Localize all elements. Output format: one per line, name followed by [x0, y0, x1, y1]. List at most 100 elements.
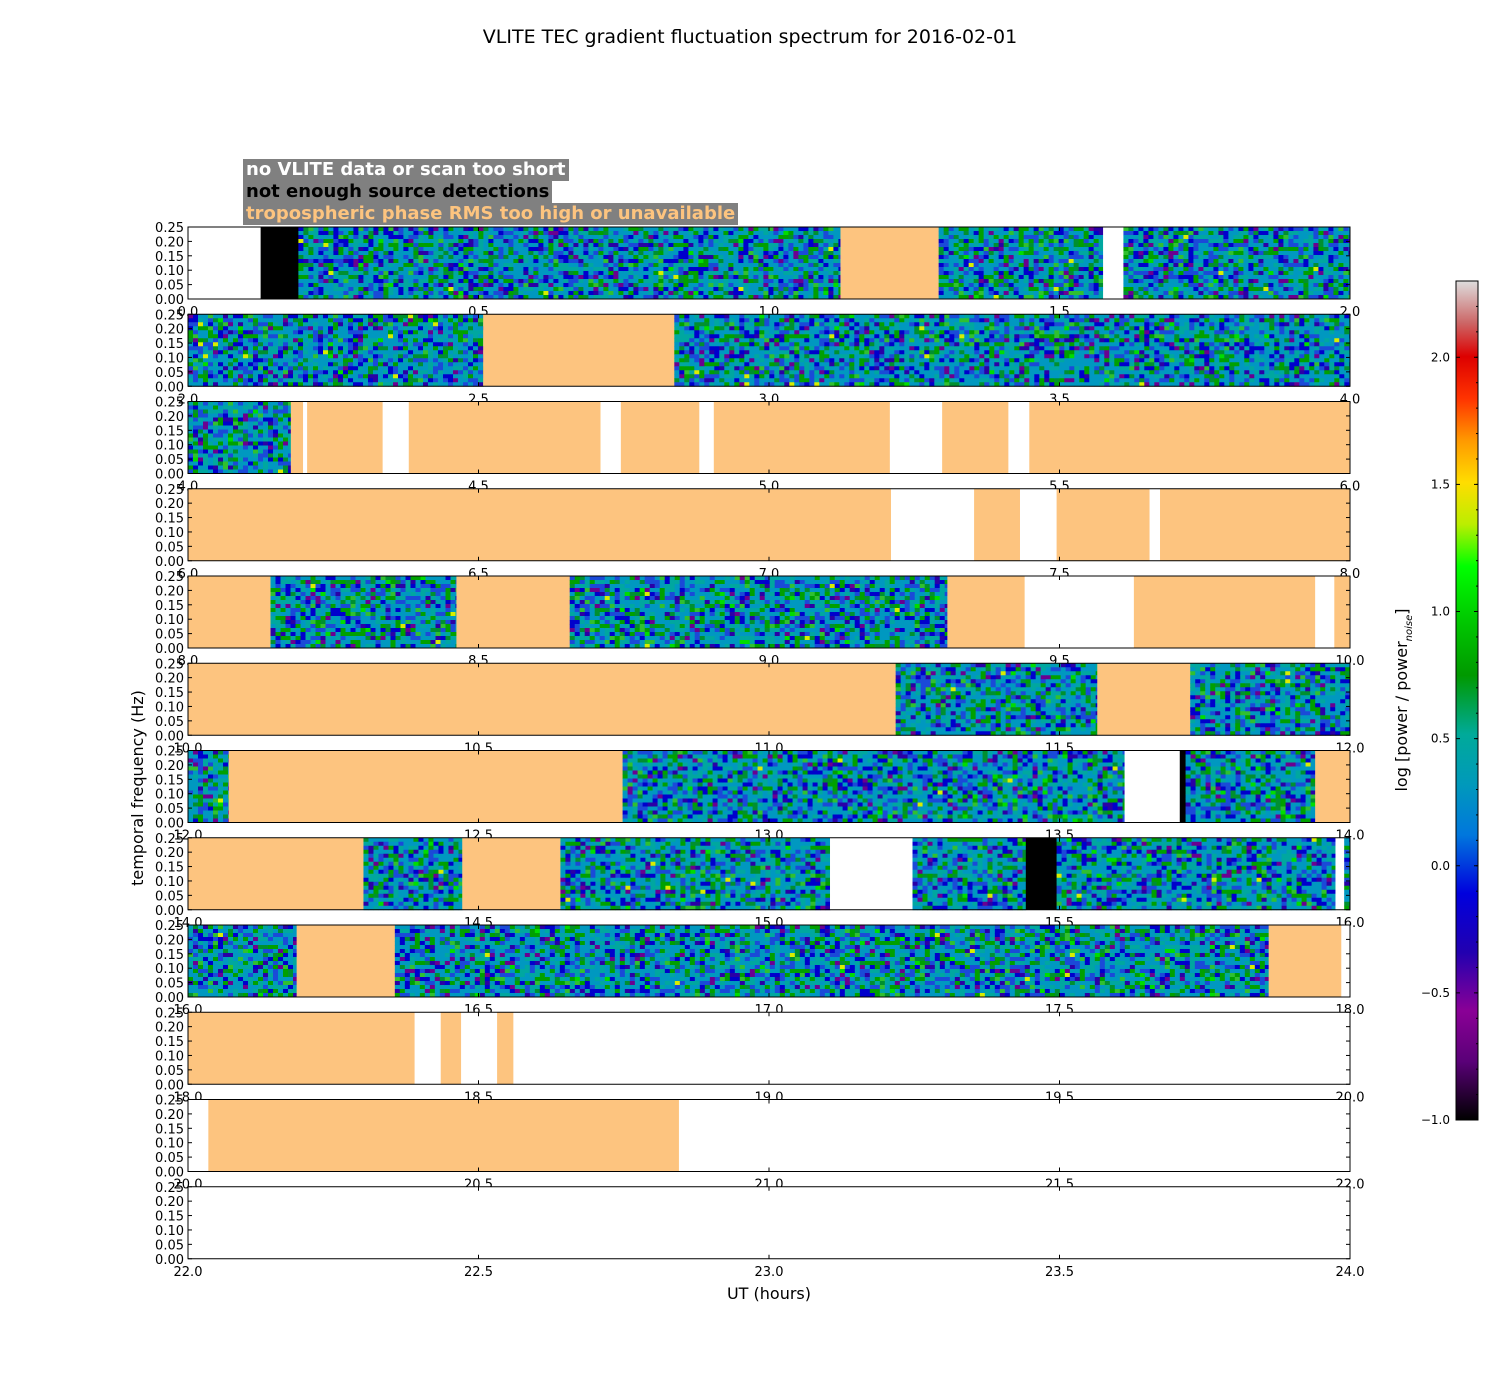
spectrum-cell [463, 291, 469, 296]
spectrum-cell [643, 239, 649, 244]
spectrum-cell [328, 263, 334, 268]
spectrum-cell [938, 235, 945, 240]
spectrum-cell [348, 243, 354, 248]
spectrum-cell [1258, 239, 1264, 244]
spectrum-cell [1223, 283, 1229, 288]
spectrum-cell [998, 251, 1005, 256]
spectrum-cell [398, 330, 404, 335]
spectrum-cell [373, 334, 379, 339]
spectrum-cell [298, 279, 304, 284]
spectrum-cell [1098, 247, 1104, 252]
spectrum-cell [1173, 227, 1179, 232]
spectrum-cell [393, 334, 399, 339]
spectrum-cell [683, 251, 689, 256]
spectrum-cell [368, 346, 374, 351]
spectrum-cell [1148, 227, 1154, 232]
spectrum-cell [1093, 275, 1100, 280]
spectrum-cell [783, 275, 789, 280]
spectrum-cell [393, 295, 399, 300]
spectrum-cell [418, 239, 424, 244]
spectrum-cell [493, 275, 499, 280]
spectrum-cell [783, 231, 789, 236]
spectrum-cell [328, 318, 334, 323]
spectrum-cell [1128, 275, 1134, 280]
spectrum-cell [238, 362, 244, 367]
spectrum-cell [368, 291, 374, 296]
spectrum-cell [748, 263, 754, 268]
spectrum-cell [403, 255, 409, 260]
spectrum-cell [338, 362, 344, 367]
spectrum-cell [1283, 267, 1289, 272]
spectrum-cell [303, 271, 309, 276]
spectrum-cell [243, 358, 249, 363]
spectrum-cell [473, 255, 479, 260]
spectrum-cell [948, 279, 955, 284]
spectrum-cell [733, 235, 739, 240]
spectrum-cell [308, 374, 314, 379]
spectrum-cell [753, 255, 759, 260]
spectrum-cell [448, 314, 454, 319]
spectrum-cell [1253, 259, 1259, 264]
spectrum-cell [683, 275, 689, 280]
spectrum-cell [763, 227, 769, 232]
spectrum-cell [683, 295, 689, 300]
spectrum-cell [799, 370, 805, 375]
spectrum-cell [383, 354, 389, 359]
spectrum-cell [288, 342, 294, 347]
spectrum-cell [978, 275, 985, 280]
spectrum-cell [618, 259, 624, 264]
spectrum-cell [358, 350, 364, 355]
spectrum-cell [1038, 267, 1045, 272]
spectrum-cell [383, 243, 389, 248]
spectrum-cell [754, 354, 760, 359]
spectrum-cell [438, 227, 444, 232]
spectrum-cell [1008, 235, 1015, 240]
spectrum-cell [713, 235, 719, 240]
spectrum-cell [783, 247, 789, 252]
spectrum-cell [313, 326, 319, 331]
spectrum-cell [1313, 279, 1319, 284]
spectrum-cell [658, 275, 664, 280]
spectrum-cell [478, 283, 484, 288]
spectrum-cell [1223, 263, 1229, 268]
spectrum-cell [1233, 275, 1239, 280]
spectrum-cell [448, 295, 454, 300]
spectrum-cell [678, 263, 684, 268]
spectrum-cell [273, 342, 279, 347]
spectrum-cell [1123, 251, 1129, 256]
spectrum-cell [598, 259, 604, 264]
spectrum-cell [628, 295, 634, 300]
spectrum-cell [1238, 295, 1244, 300]
spectrum-cell [593, 243, 599, 248]
spectrum-cell [1303, 251, 1309, 256]
spectrum-cell [1188, 295, 1194, 300]
spectrum-cell [1008, 227, 1015, 232]
spectrum-cell [258, 334, 264, 339]
spectrum-cell [1083, 259, 1090, 264]
spectrum-cell [1033, 231, 1040, 236]
spectrum-cell [293, 318, 299, 323]
spectrum-cell [1083, 239, 1090, 244]
spectrum-cell [553, 231, 559, 236]
spectrum-cell [1073, 295, 1080, 300]
spectrum-cell [523, 283, 529, 288]
spectrum-cell [808, 227, 814, 232]
spectrum-cell [1263, 235, 1269, 240]
spectrum-cell [388, 231, 394, 236]
spectrum-cell [1138, 239, 1144, 244]
spectrum-cell [563, 279, 569, 284]
spectrum-cell [779, 326, 785, 331]
spectrum-cell [393, 283, 399, 288]
spectrum-cell [668, 231, 674, 236]
spectrum-cell [1263, 267, 1269, 272]
spectrum-cell [743, 243, 749, 248]
spectrum-cell [343, 255, 349, 260]
spectrum-cell [373, 235, 379, 240]
spectrum-cell [358, 271, 364, 276]
spectrum-cell [478, 350, 484, 355]
spectrum-cell [739, 326, 745, 331]
spectrum-cell [298, 330, 304, 335]
spectrum-cell [548, 255, 554, 260]
spectrum-cell [428, 338, 434, 343]
spectrum-cell [729, 338, 735, 343]
